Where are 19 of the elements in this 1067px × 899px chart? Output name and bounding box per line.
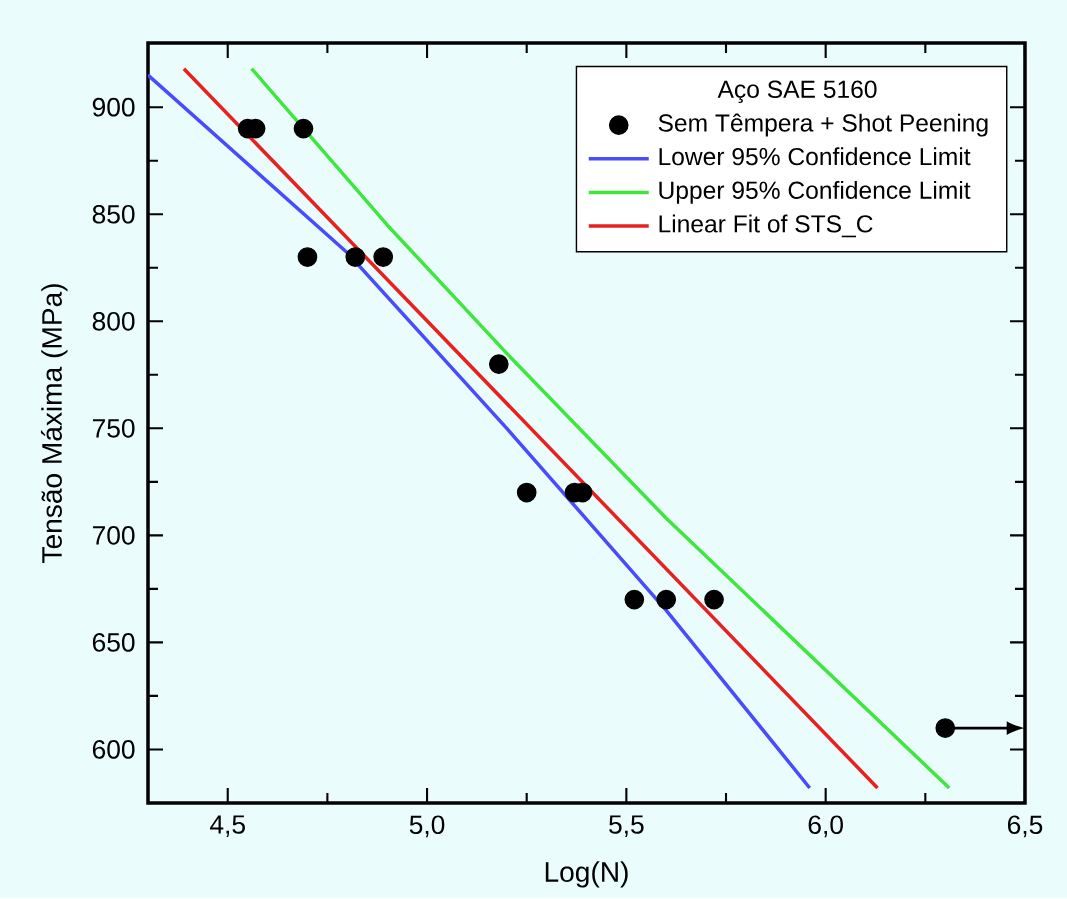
y-tick-label: 750 bbox=[92, 418, 135, 438]
y-tick-label: 900 bbox=[92, 97, 135, 117]
x-tick-label: 5,5 bbox=[609, 815, 644, 837]
legend-title: Aço SAE 5160 bbox=[717, 80, 877, 103]
legend-label: Upper 95% Confidence Limit bbox=[659, 180, 971, 204]
y-tick-label: 600 bbox=[92, 740, 135, 759]
legend-label: Lower 95% Confidence Limit bbox=[659, 147, 971, 166]
legend-label: Sem Têmpera + Shot Peening bbox=[658, 113, 988, 137]
x-tick-label: 5,0 bbox=[409, 815, 445, 838]
x-tick-label: 4,5 bbox=[210, 815, 245, 837]
y-axis-title: Tensão Máxima (MPa) bbox=[40, 284, 68, 563]
y-tick-label: 850 bbox=[92, 204, 135, 224]
y-tick-label: 800 bbox=[92, 311, 135, 331]
y-tick-label: 650 bbox=[92, 632, 135, 652]
legend-label: Linear Fit of STS_C bbox=[659, 214, 873, 238]
x-tick-label: 6,0 bbox=[808, 815, 843, 838]
x-axis-title: Log(N) bbox=[545, 861, 628, 888]
y-tick-label: 700 bbox=[92, 525, 135, 545]
x-tick-label: 6,5 bbox=[1007, 815, 1043, 838]
